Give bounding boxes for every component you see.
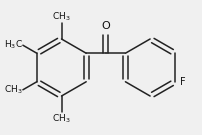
Text: F: F	[179, 77, 185, 87]
Text: CH$_3$: CH$_3$	[52, 10, 70, 23]
Text: H$_3$C: H$_3$C	[4, 39, 23, 51]
Text: CH$_3$: CH$_3$	[4, 84, 23, 96]
Text: CH$_3$: CH$_3$	[52, 112, 70, 125]
Text: O: O	[101, 21, 110, 31]
